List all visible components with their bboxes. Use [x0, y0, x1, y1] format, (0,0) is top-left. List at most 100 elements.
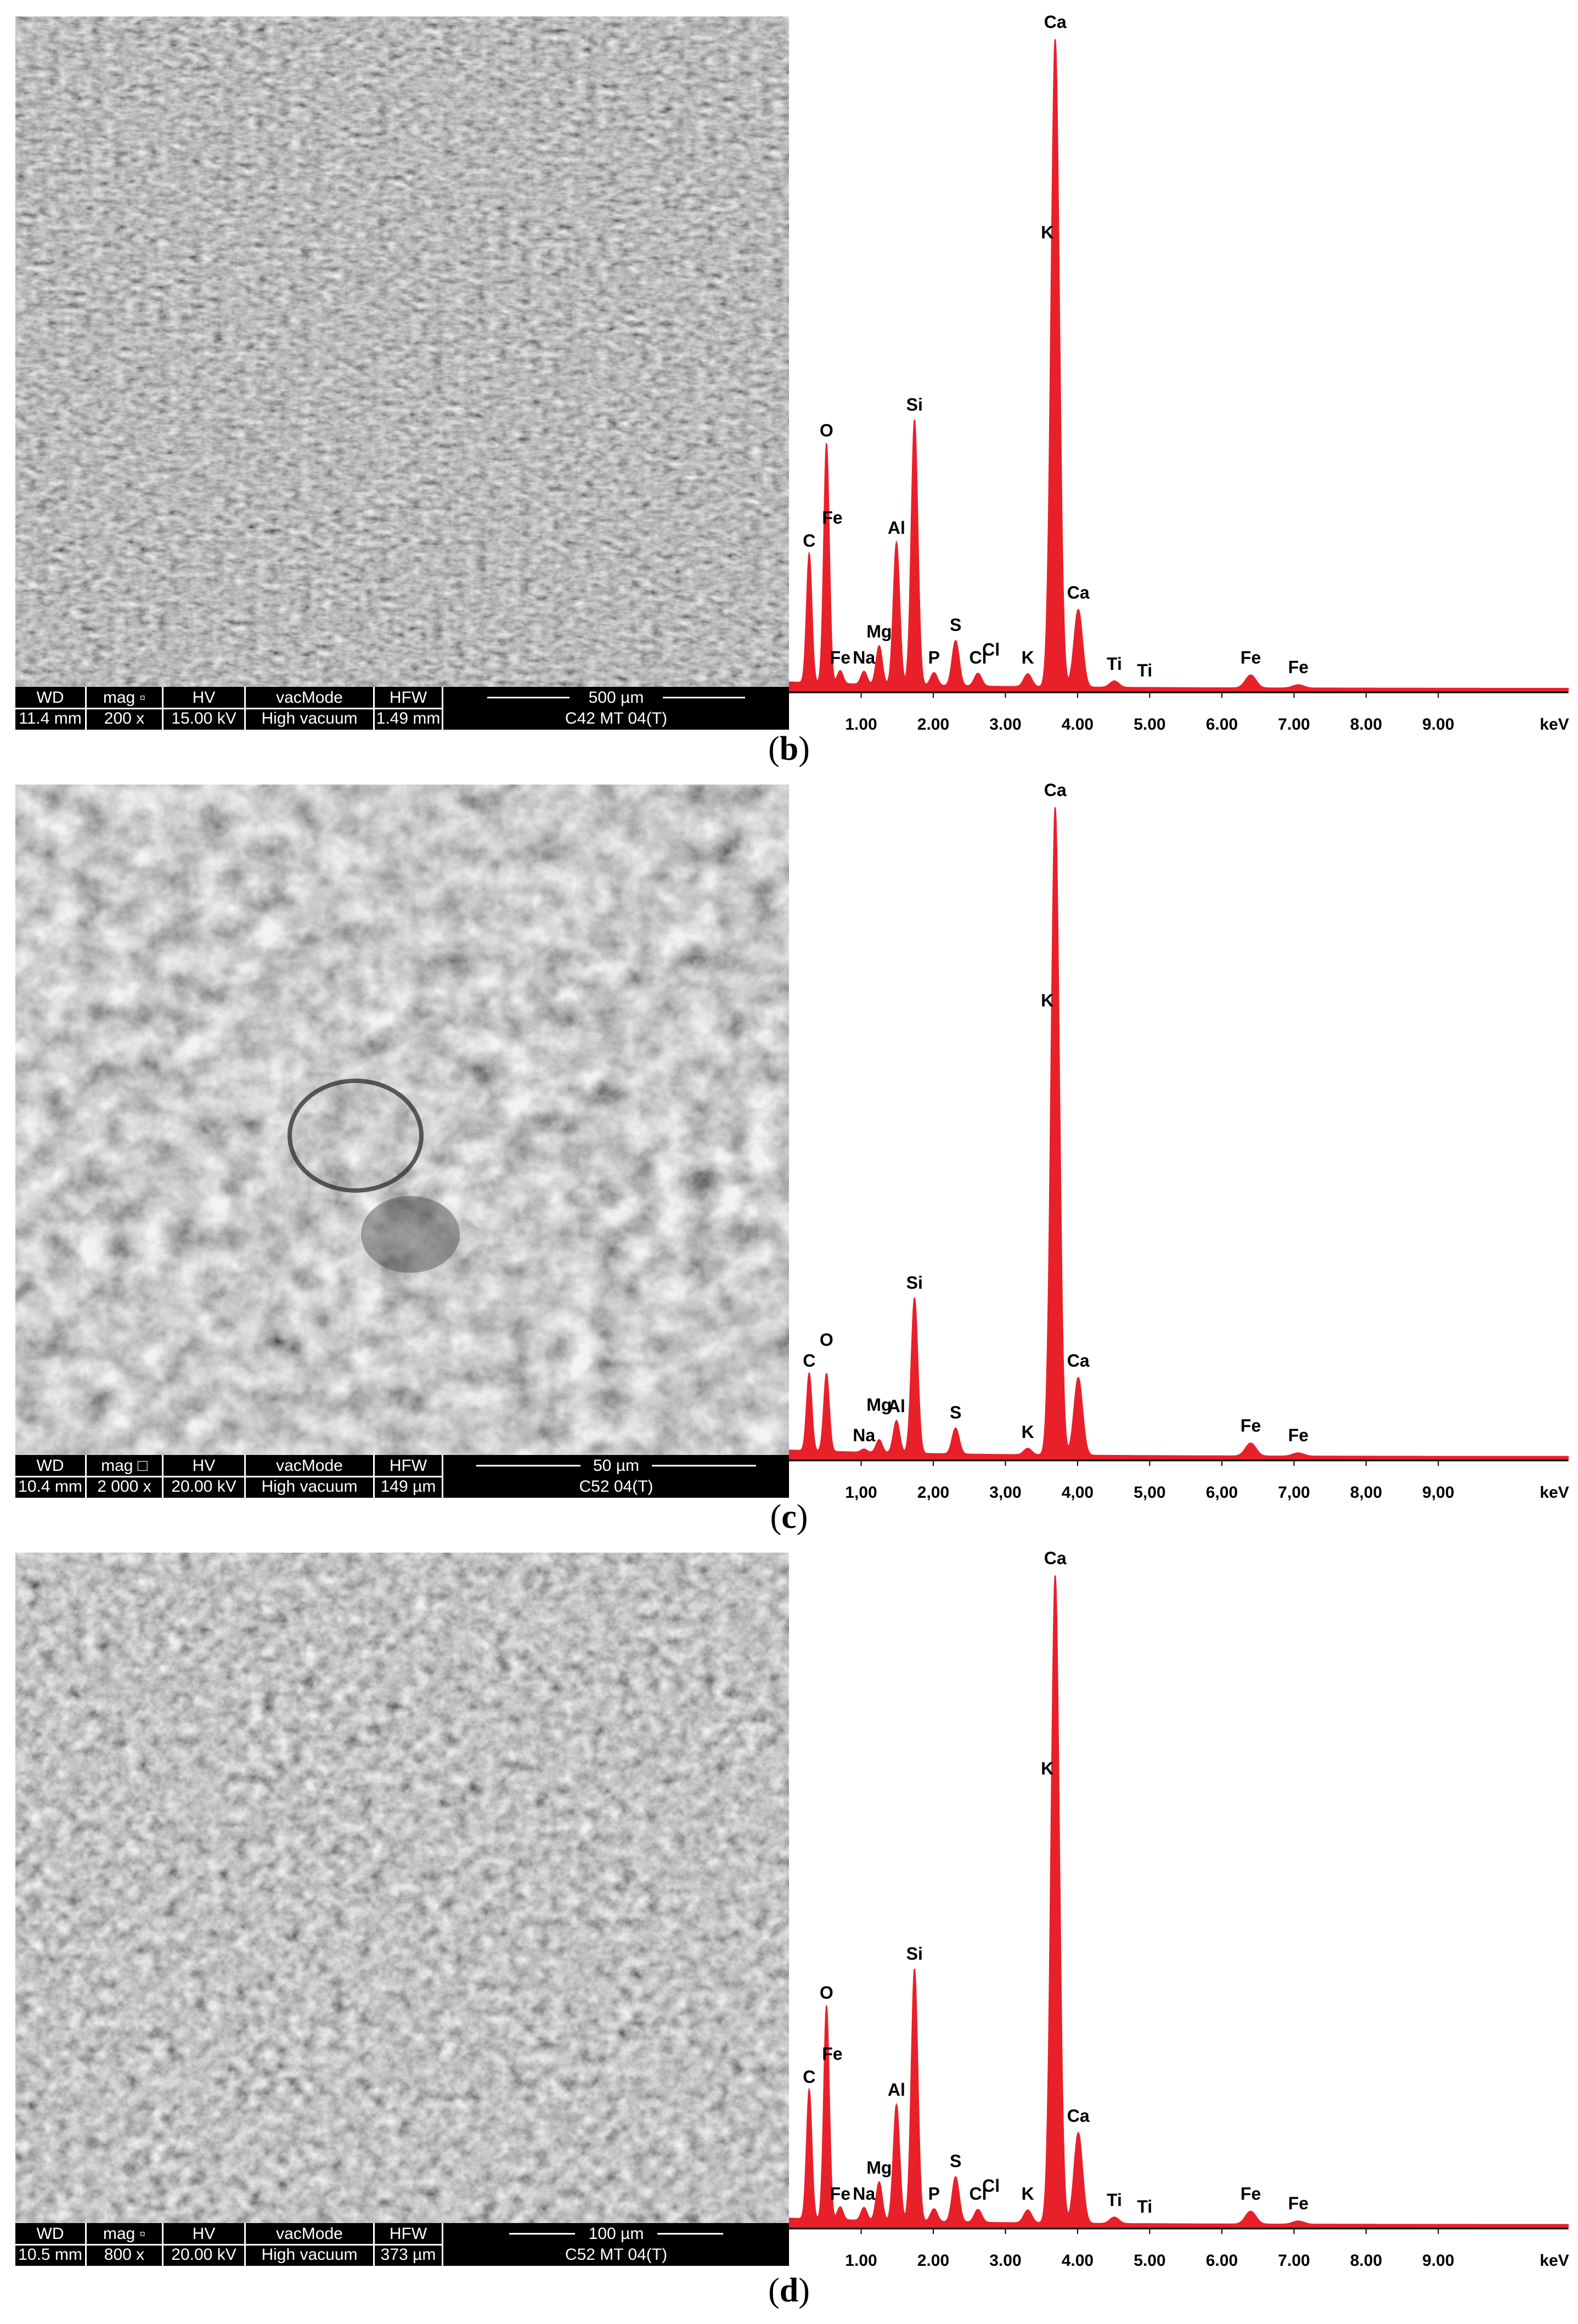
x-tick-label: 3.00 — [989, 2252, 1021, 2270]
x-tick-label: 1,00 — [845, 1483, 877, 1502]
x-tick-label: 7,00 — [1278, 1483, 1310, 1502]
hv-value: 20.00 kV — [171, 2246, 236, 2264]
eds-spectrum: 1,00 2,00 3,00 4,00 5,00 6,00 7,00 8,00 9,00 keV C… — [789, 768, 1578, 1536]
peak-label: C — [803, 531, 815, 551]
wd-header: WD — [36, 2225, 64, 2243]
peak-label: Fe — [1288, 2193, 1309, 2213]
hv-header: HV — [192, 2225, 216, 2243]
hv-header: HV — [192, 689, 216, 707]
peak-label: Ti — [1137, 661, 1152, 680]
hfw-header: HFW — [389, 1457, 427, 1475]
peak-label: Fe — [1288, 1425, 1309, 1445]
peak-label: Cl — [982, 640, 1000, 659]
x-tick-label: 2.00 — [917, 715, 949, 734]
peak-label: S — [950, 2151, 961, 2171]
peak-label: K — [1041, 223, 1053, 242]
peak-label: Ca — [1067, 1351, 1090, 1370]
scale-bar-label: 100 µm — [588, 2225, 644, 2243]
x-tick-label: 2,00 — [917, 1483, 949, 1502]
sem-texture-image — [15, 16, 789, 687]
peak-label: C — [803, 2067, 815, 2087]
hfw-value: 149 µm — [380, 1477, 436, 1496]
peak-label: K — [1041, 991, 1053, 1011]
peak-label: Ca — [1044, 12, 1067, 32]
peak-label: Fe — [830, 2184, 850, 2203]
peak-label: K — [1022, 1422, 1034, 1442]
spectrum-trace — [789, 1575, 1569, 2229]
scale-bar-label: 500 µm — [588, 689, 644, 707]
x-axis-label: keV — [1540, 1483, 1569, 1502]
x-tick-label: 6,00 — [1206, 1483, 1238, 1502]
sample-label: C52 04(T) — [579, 1477, 653, 1496]
peak-label: Fe — [1288, 657, 1309, 677]
hv-value: 15.00 kV — [171, 709, 236, 727]
peak-label: K — [1022, 647, 1034, 667]
mag-value: 2 000 x — [97, 1477, 151, 1496]
x-axis-label: keV — [1540, 2252, 1569, 2270]
peak-label: Cl — [969, 2184, 987, 2203]
x-tick-label: 7.00 — [1278, 2252, 1310, 2270]
peak-label: P — [928, 647, 940, 667]
vacmode-header: vacMode — [276, 689, 343, 707]
peak-label: K — [1041, 1759, 1053, 1779]
vacmode-value: High vacuum — [261, 709, 358, 727]
peak-label: O — [820, 1983, 833, 2003]
peak-label: Ca — [1067, 583, 1090, 602]
x-tick-label: 5.00 — [1134, 2252, 1165, 2270]
x-tick-label: 6.00 — [1206, 2252, 1238, 2270]
peak-label: S — [950, 615, 961, 635]
peak-label: K — [1022, 2184, 1034, 2203]
peak-label: S — [950, 1403, 961, 1423]
peak-label: Cl — [982, 2176, 1000, 2196]
mag-value: 200 x — [104, 709, 145, 727]
hv-value: 20.00 kV — [171, 1477, 236, 1496]
peak-label: Al — [888, 1396, 905, 1416]
peak-label: Fe — [1241, 2184, 1261, 2203]
wd-value: 10.4 mm — [18, 1477, 82, 1496]
panel-caption-d: (d) — [768, 2272, 810, 2309]
wd-header: WD — [36, 689, 64, 707]
scale-bar-label: 50 µm — [593, 1457, 639, 1475]
peak-label: Si — [906, 1273, 923, 1293]
x-tick-label: 9.00 — [1422, 2252, 1454, 2270]
eds-spectrum-chart: 1.00 2.00 3.00 4.00 5.00 6.00 7.00 8.00 9.00 keV C… — [789, 1548, 1569, 2270]
hfw-header: HFW — [389, 689, 427, 707]
x-tick-label: 9.00 — [1422, 715, 1454, 734]
vacmode-value: High vacuum — [261, 2246, 358, 2264]
hfw-value: 373 µm — [380, 2246, 436, 2264]
figure-panel-d: WD 10.5 mm mag ▫ 800 x HV 20.00 kV vacMode H… — [0, 1536, 1578, 2304]
peak-label: Mg — [866, 2158, 892, 2178]
peak-label: Si — [906, 394, 923, 414]
peak-label: Si — [906, 1944, 923, 1964]
peak-label: O — [820, 1330, 833, 1350]
peak-label: Fe — [1241, 1415, 1261, 1435]
x-tick-label: 8.00 — [1350, 715, 1382, 734]
x-tick-label: 6.00 — [1206, 715, 1238, 734]
peak-label: Cl — [969, 647, 987, 667]
wd-value: 11.4 mm — [19, 709, 82, 727]
x-tick-label: 4.00 — [1062, 2252, 1094, 2270]
mag-header: mag — [103, 689, 136, 707]
sem-texture-image — [15, 1553, 789, 2223]
sample-label: C52 MT 04(T) — [565, 2246, 668, 2264]
square-small-icon: ▫ — [139, 2225, 146, 2243]
x-tick-label: 5,00 — [1134, 1483, 1165, 1502]
peak-label: Mg — [866, 1395, 892, 1414]
peak-label: Fe — [822, 508, 842, 528]
hfw-value: 1.49 mm — [376, 709, 441, 727]
x-tick-label: 8.00 — [1350, 2252, 1382, 2270]
peak-label: Ti — [1137, 2197, 1152, 2216]
sem-micrograph: WD 10.4 mm mag □ 2 000 x HV 20.00 kV vacMod… — [15, 785, 789, 1498]
peak-label: Na — [853, 1425, 875, 1445]
x-tick-label: 1.00 — [845, 2252, 877, 2270]
eds-spectrum-chart: 1,00 2,00 3,00 4,00 5,00 6,00 7,00 8,00 9,00 keV C… — [789, 780, 1569, 1502]
vacmode-value: High vacuum — [261, 1477, 358, 1496]
x-tick-label: 5.00 — [1134, 715, 1165, 734]
peak-label: Na — [853, 647, 875, 667]
mag-value: 800 x — [104, 2246, 145, 2264]
peak-label: Ca — [1044, 780, 1067, 800]
peak-label: C — [803, 1351, 815, 1370]
sem-data-bar: WD 10.5 mm mag ▫ 800 x HV 20.00 kV vacMode H… — [15, 2223, 789, 2266]
wd-header: WD — [36, 1457, 64, 1475]
x-tick-label: 8,00 — [1350, 1483, 1382, 1502]
